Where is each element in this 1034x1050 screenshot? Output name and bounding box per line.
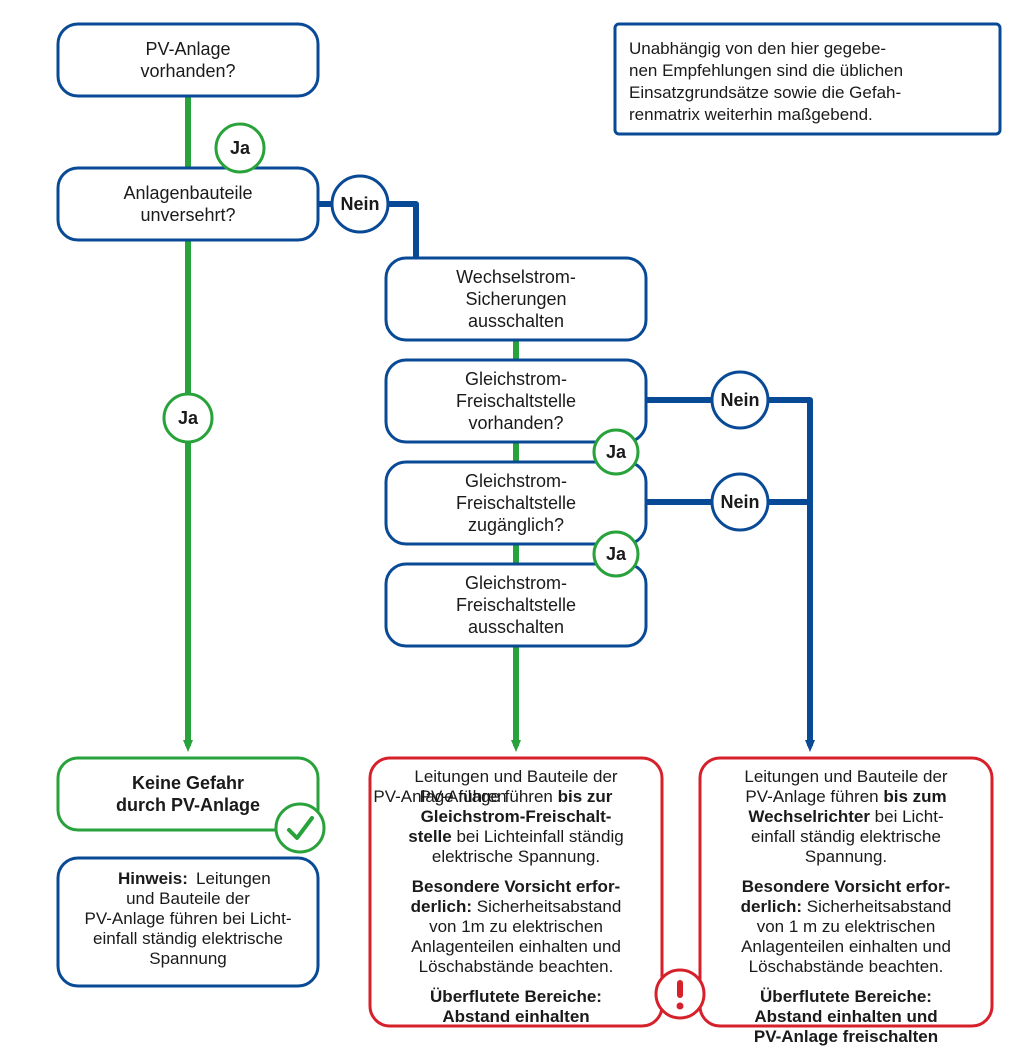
svg-text:Nein: Nein [720,390,759,410]
svg-text:Gleichstrom-Freischaltstellezu: Gleichstrom-Freischaltstellezugänglich? [456,471,576,535]
result-text-line: Anlagenteilen einhalten und [741,937,951,956]
result-text-line: Leitungen und Bauteile der [744,767,948,786]
svg-text:Gleichstrom-Freischaltstellevo: Gleichstrom-Freischaltstellevorhanden? [456,369,576,433]
result-text-line: Besondere Vorsicht erfor- [742,877,950,896]
result-text-line: Leitungen und Bauteile der [414,767,618,786]
result-text-line: PV-Anlage führen bei Licht- [85,909,292,928]
svg-text:Nein: Nein [340,194,379,214]
badge-nein2: Nein [712,372,768,428]
result-text-line: PV-Anlage führen bis zur [420,787,613,806]
result-text-line: von 1m zu elektrischen [429,917,603,936]
badge-check [276,804,324,852]
result-text-line: derlich: Sicherheitsabstand [741,897,952,916]
flow-node-n2: Anlagenbauteileunversehrt? [58,168,318,240]
svg-text:Ja: Ja [606,442,627,462]
result-text-line: stelle bei Lichteinfall ständig [408,827,624,846]
result-text-line: Löschabstände beachten. [419,957,614,976]
svg-text:Ja: Ja [230,138,251,158]
result-text-line: derlich: Sicherheitsabstand [411,897,622,916]
result-text-line: PV-Anlage freischalten [754,1027,938,1046]
badge-ja4: Ja [594,532,638,576]
flow-node-n6: Gleichstrom-Freischaltstelleausschalten [386,564,646,646]
result-text-line: Leitungen [196,869,271,888]
result-text-line: Überflutete Bereiche: [760,987,932,1006]
result-text-line: Hinweis: [118,869,188,888]
result-text-line: Besondere Vorsicht erfor- [412,877,620,896]
badge-ja2: Ja [164,394,212,442]
svg-text:Nein: Nein [720,492,759,512]
result-text-line: Wechselrichter bei Licht- [748,807,943,826]
result-text-line: Spannung. [805,847,887,866]
badge-nein1: Nein [332,176,388,232]
result-text-line: und Bauteile der [126,889,250,908]
svg-text:Ja: Ja [178,408,199,428]
badge-warn [656,970,704,1018]
flow-node-n3: Wechselstrom-Sicherungenausschalten [386,258,646,340]
result-text-line: von 1 m zu elektrischen [757,917,936,936]
result-text-line: Gleichstrom-Freischalt- [421,807,612,826]
result-text-line: Abstand einhalten [442,1007,589,1026]
result-text-line: einfall ständig elektrische [93,929,283,948]
flow-node-n1: PV-Anlagevorhanden? [58,24,318,96]
flow-node-n5: Gleichstrom-Freischaltstellezugänglich? [386,462,646,544]
result-text-line: einfall ständig elektrische [751,827,941,846]
exclaim-icon [677,980,683,998]
flow-node-n4: Gleichstrom-Freischaltstellevorhanden? [386,360,646,442]
result-text-line: PV-Anlage führen bis zum [745,787,946,806]
svg-text:Ja: Ja [606,544,627,564]
badge-nein3: Nein [712,474,768,530]
result-text-line: Löschabstände beachten. [749,957,944,976]
badge-ja1: Ja [216,124,264,172]
result-text-line: Überflutete Bereiche: [430,987,602,1006]
svg-text:Gleichstrom-Freischaltstelleau: Gleichstrom-Freischaltstelleausschalten [456,573,576,637]
badge-ja3: Ja [594,430,638,474]
result-text-line: elektrische Spannung. [432,847,600,866]
svg-text:Wechselstrom-Sicherungenaussch: Wechselstrom-Sicherungenausschalten [456,267,576,331]
result-text-line: Abstand einhalten und [754,1007,937,1026]
result-text-line: Anlagenteilen einhalten und [411,937,621,956]
result-text-line: Spannung [149,949,227,968]
